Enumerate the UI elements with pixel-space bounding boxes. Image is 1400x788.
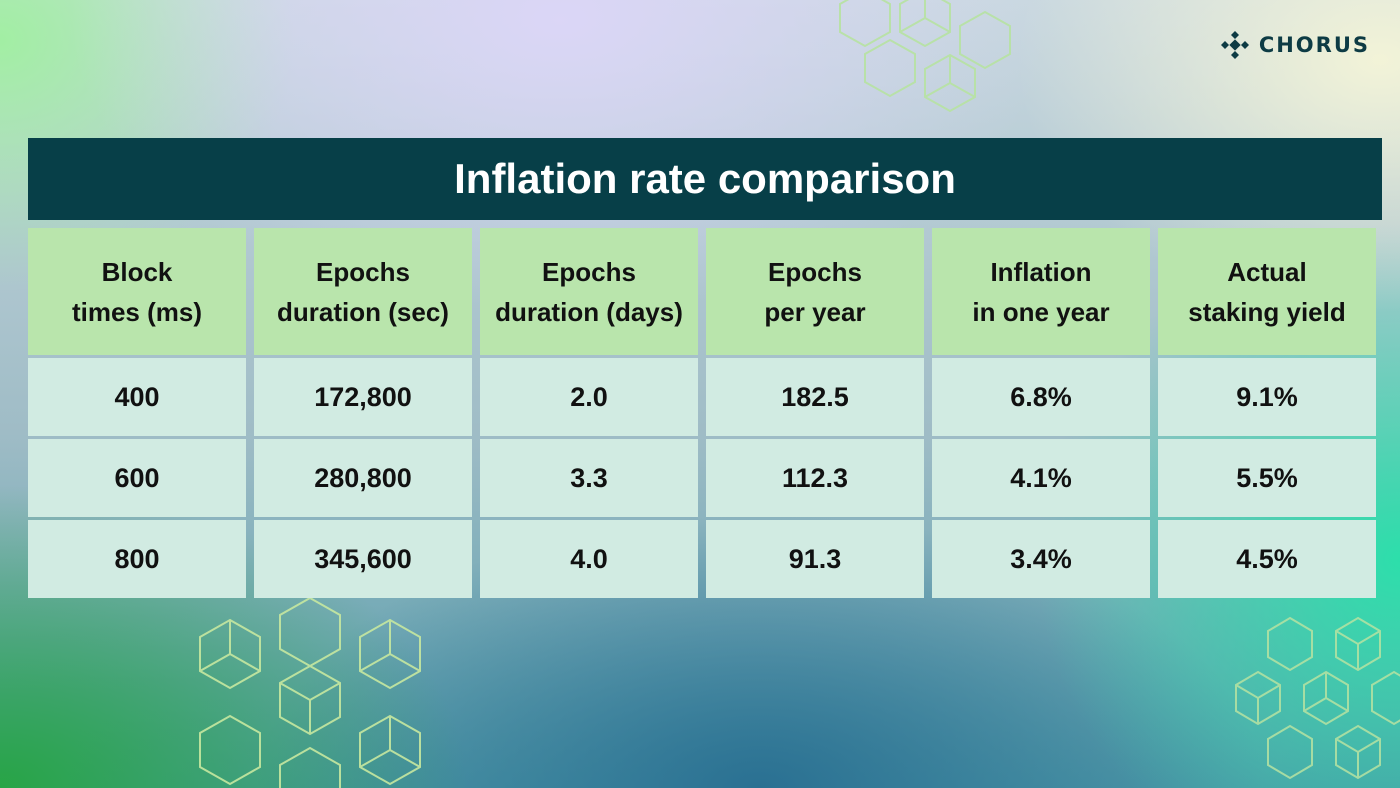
table-cell: 91.3 [706, 520, 924, 598]
cube-pattern-bottom-left [199, 598, 421, 788]
table-cell: 182.5 [706, 358, 924, 436]
table-cell: 600 [28, 439, 246, 517]
column-header: Epochs duration (sec) [254, 228, 472, 355]
table-cell: 172,800 [254, 358, 472, 436]
table-cell: 3.3 [480, 439, 698, 517]
column-header: Actual staking yield [1158, 228, 1376, 355]
table-cell: 800 [28, 520, 246, 598]
brand-logo: CHORUS [1220, 30, 1370, 60]
brand-name: CHORUS [1258, 33, 1370, 57]
comparison-table: Block times (ms) Epochs duration (sec) E… [28, 228, 1382, 598]
table-cell: 6.8% [932, 358, 1150, 436]
table-cell: 4.5% [1158, 520, 1376, 598]
table-cell: 345,600 [254, 520, 472, 598]
table-cell: 5.5% [1158, 439, 1376, 517]
table-cell: 9.1% [1158, 358, 1376, 436]
title-bar: Inflation rate comparison [28, 138, 1382, 220]
table-cell: 4.1% [932, 439, 1150, 517]
chorus-diamond-logo-icon [1220, 31, 1249, 59]
table-cell: 112.3 [706, 439, 924, 517]
column-header: Epochs per year [706, 228, 924, 355]
column-header: Block times (ms) [28, 228, 246, 355]
table-cell: 400 [28, 358, 246, 436]
table-cell: 280,800 [254, 439, 472, 517]
table-cell: 2.0 [480, 358, 698, 436]
hexagon-pattern-top [839, 0, 1011, 113]
table-cell: 3.4% [932, 520, 1150, 598]
column-header: Epochs duration (days) [480, 228, 698, 355]
table-cell: 4.0 [480, 520, 698, 598]
column-header: Inflation in one year [932, 228, 1150, 355]
cube-pattern-bottom-right [1235, 616, 1400, 780]
page-title: Inflation rate comparison [454, 155, 956, 202]
